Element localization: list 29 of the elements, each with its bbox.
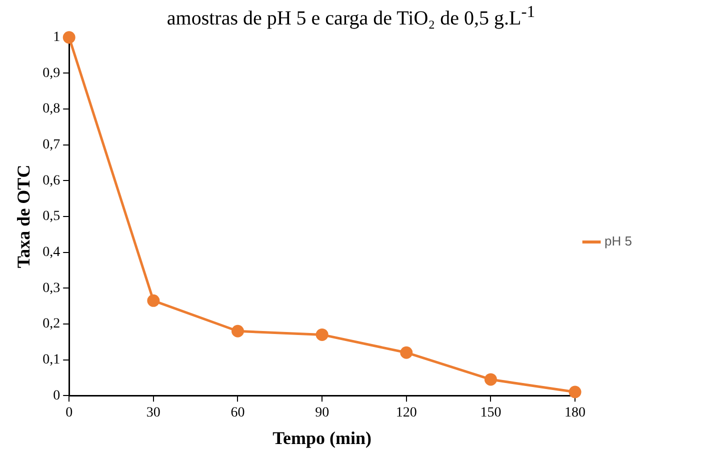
y-tick-label: 0,7	[42, 138, 60, 153]
point	[147, 294, 160, 307]
point	[568, 386, 582, 398]
y-tick-label: 0,2	[42, 316, 60, 332]
y-tick-label: 0,4	[42, 244, 60, 260]
y-tick-label: 0,8	[42, 102, 60, 117]
point	[231, 324, 244, 338]
y-tick-label: 0	[53, 388, 60, 404]
y-tick-label: 0,5	[42, 209, 60, 224]
y-axis-title: Taxa de OTC	[13, 164, 34, 268]
x-tick-label: 60	[230, 406, 245, 421]
point	[62, 31, 76, 44]
x-tick-label: 30	[146, 406, 160, 421]
x-tick-label: 180	[564, 406, 586, 421]
y-tick-label: 1	[53, 30, 60, 46]
y-tick-label: 0,3	[42, 280, 60, 296]
chart-title: amostras de pH 5 e carga de TiO₂ de 0,5 g.L$^{-1}$	[166, 1, 536, 31]
x-tick-label: 0	[66, 406, 73, 421]
point	[400, 346, 413, 359]
x-tick-label: 150	[480, 406, 502, 421]
x-tick-label: 120	[396, 406, 417, 421]
point	[316, 328, 328, 341]
y-tick-label: 0,6	[42, 173, 60, 188]
x-axis-title: Tempo (min)	[272, 428, 372, 448]
point	[484, 373, 497, 386]
y-tick-label: 0,1	[42, 352, 60, 368]
x-tick-label: 90	[315, 406, 330, 421]
y-tick-label: 0,9	[42, 66, 60, 81]
legend-label: pH 5	[604, 234, 632, 249]
